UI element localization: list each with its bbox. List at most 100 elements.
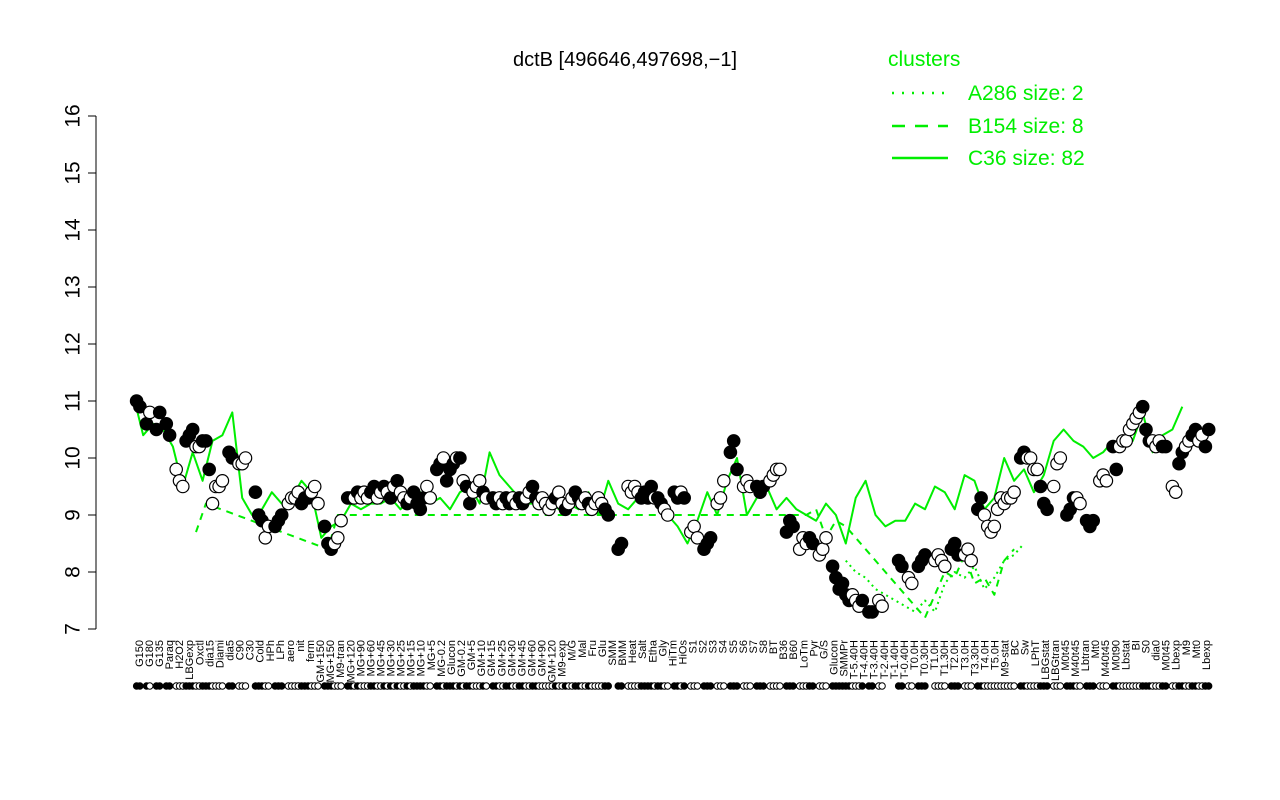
x-tick-label: G135 <box>154 640 166 667</box>
x-tick-label: Sw <box>1020 640 1032 655</box>
data-point <box>614 536 629 551</box>
x-tick-label: Cold <box>255 640 267 663</box>
x-tick-label: MG+5 <box>426 640 438 670</box>
x-tick-label: MG+25 <box>396 640 408 676</box>
x-tick-label: Heat <box>627 640 639 663</box>
x-tick-label: S8 <box>758 640 770 653</box>
x-tick-label: MG+150 <box>325 640 337 683</box>
x-tick-label: S0 <box>1141 640 1153 653</box>
x-tick-label: C30 <box>245 640 257 660</box>
data-point <box>176 479 190 494</box>
x-tick-label: H2O2 <box>174 640 186 669</box>
x-marker <box>680 682 688 690</box>
x-tick-label: T4.0H <box>979 640 991 670</box>
data-point <box>815 542 830 556</box>
x-tick-label: Mt0 <box>1090 640 1102 658</box>
x-tick-label: GM+60 <box>527 640 539 676</box>
x-tick-label: S5 <box>728 640 740 653</box>
series-line-dashed <box>195 502 1015 619</box>
x-tick-label: Salt <box>637 640 649 659</box>
x-marker <box>1010 682 1018 690</box>
data-point <box>713 491 728 505</box>
x-tick-label: LPhT <box>1030 640 1042 667</box>
x-tick-label: Etha <box>647 639 659 663</box>
data-point <box>1073 496 1087 511</box>
data-point <box>159 416 174 431</box>
data-point <box>202 462 216 477</box>
x-marker <box>1205 682 1213 690</box>
x-marker <box>337 682 345 690</box>
x-tick-label: MG+10 <box>416 640 428 676</box>
data-point <box>703 530 718 545</box>
data-point <box>977 508 992 522</box>
x-tick-label: T5.0H <box>990 640 1002 670</box>
data-point <box>215 473 230 488</box>
x-tick-label: Lbexp <box>1201 640 1213 670</box>
x-tick-label: HiTm <box>667 640 679 666</box>
x-tick-label: S4 <box>718 640 730 653</box>
series-line-dotted <box>845 542 1025 613</box>
data-point <box>162 428 177 442</box>
data-point <box>987 519 1002 534</box>
y-tick-label-8: 8 <box>62 566 85 578</box>
data-point <box>307 479 322 494</box>
x-tick-label: M9-stat <box>1000 640 1012 677</box>
x-tick-label: SMMPr <box>839 640 851 677</box>
data-point <box>330 530 345 545</box>
x-tick-label: MG+15 <box>406 640 418 676</box>
x-marker <box>941 682 949 690</box>
data-point <box>525 479 540 494</box>
data-point <box>875 599 889 613</box>
data-point <box>687 519 701 534</box>
x-marker <box>878 682 886 690</box>
data-point <box>1023 451 1038 465</box>
x-tick-label: MG+60 <box>365 640 377 676</box>
series-line-solid <box>132 395 1184 545</box>
x-tick-label: GM+15 <box>486 640 498 676</box>
y-tick-label-12: 12 <box>62 332 85 355</box>
x-tick-label: Lbstat <box>1120 640 1132 670</box>
data-point <box>855 593 870 608</box>
x-marker <box>482 682 490 690</box>
data-point <box>947 536 962 551</box>
data-point <box>390 473 404 488</box>
x-tick-label: MG-0.2 <box>436 640 448 677</box>
data-point <box>1033 479 1048 494</box>
x-marker <box>776 682 784 690</box>
x-tick-label: G180 <box>144 640 156 667</box>
data-point <box>169 462 183 477</box>
x-marker <box>693 682 702 690</box>
x-tick-label: LBGstat <box>1040 640 1052 680</box>
x-marker <box>136 682 144 690</box>
x-tick-label: MG+30 <box>386 640 398 676</box>
x-marker <box>822 682 830 690</box>
data-point <box>258 530 273 545</box>
x-tick-label: C90 <box>235 640 247 660</box>
x-tick-label: BI <box>1130 640 1142 650</box>
x-tick-label: Glucon <box>829 640 841 675</box>
x-marker <box>264 682 273 690</box>
x-tick-label: GM+25 <box>496 640 508 676</box>
x-marker <box>604 682 612 690</box>
x-marker <box>1076 682 1084 690</box>
x-marker <box>146 682 154 690</box>
x-tick-label: T1.30H <box>939 640 951 676</box>
x-marker <box>1162 682 1170 690</box>
x-tick-label: S7 <box>748 640 760 653</box>
x-tick-label: G/S <box>818 640 830 659</box>
data-point <box>825 559 840 574</box>
x-marker <box>868 682 876 690</box>
x-marker <box>759 682 768 690</box>
data-point <box>1086 513 1100 528</box>
x-tick-label: T3.0H <box>959 640 971 670</box>
x-tick-label: T-2.40H <box>879 640 891 679</box>
data-point <box>1030 462 1044 477</box>
x-tick-label: Pyr <box>808 640 820 657</box>
x-tick-label: M40t45 <box>1070 640 1082 677</box>
data-point <box>472 473 487 488</box>
x-tick-label: aero <box>285 640 297 662</box>
x-tick-label: Fru <box>587 640 599 657</box>
data-point <box>1201 422 1216 437</box>
data-point <box>462 496 477 511</box>
data-point <box>1109 462 1124 477</box>
